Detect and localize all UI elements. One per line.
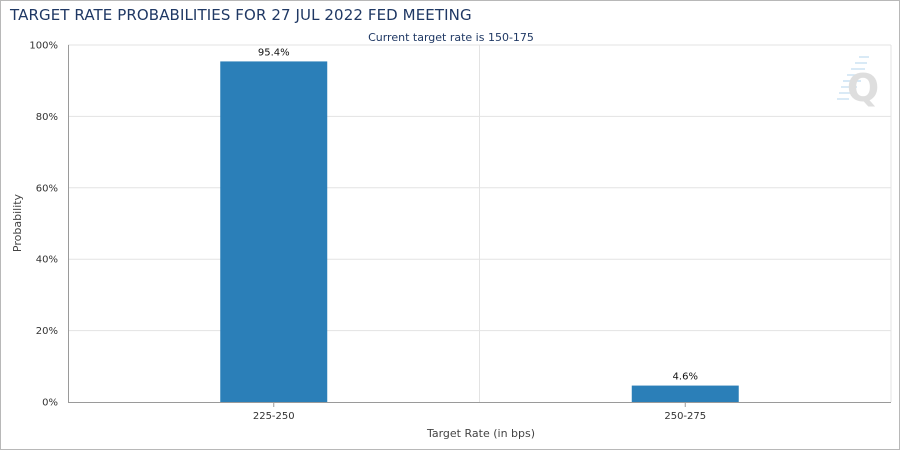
svg-text:Q: Q — [847, 66, 879, 110]
x-tick-label: 225-250 — [253, 411, 295, 422]
y-tick-label: 20% — [36, 326, 58, 337]
y-tick-label: 40% — [36, 255, 58, 266]
q-logo-icon: Q — [837, 56, 879, 110]
chart-title: TARGET RATE PROBABILITIES FOR 27 JUL 202… — [10, 6, 472, 24]
data-labels: 95.4% 4.6% — [258, 47, 698, 382]
data-label: 4.6% — [673, 372, 698, 383]
y-tick-labels: 0% 20% 40% 60% 80% 100% — [29, 41, 58, 409]
y-axis-label: Probability — [11, 193, 24, 252]
x-tick-labels: 225-250 250-275 — [253, 402, 706, 422]
y-tick-label: 0% — [42, 398, 58, 409]
bar-225-250 — [220, 61, 328, 403]
chart-subtitle: Current target rate is 150-175 — [368, 31, 534, 44]
x-tick-label: 250-275 — [664, 411, 706, 422]
y-tick-label: 100% — [29, 41, 58, 52]
bars-group — [220, 61, 739, 403]
bar-250-275 — [631, 385, 739, 402]
grid-lines — [68, 44, 892, 402]
x-axis-label: Target Rate (in bps) — [426, 427, 535, 440]
y-tick-label: 60% — [36, 183, 58, 194]
data-label: 95.4% — [258, 47, 290, 58]
y-tick-label: 80% — [36, 112, 58, 123]
